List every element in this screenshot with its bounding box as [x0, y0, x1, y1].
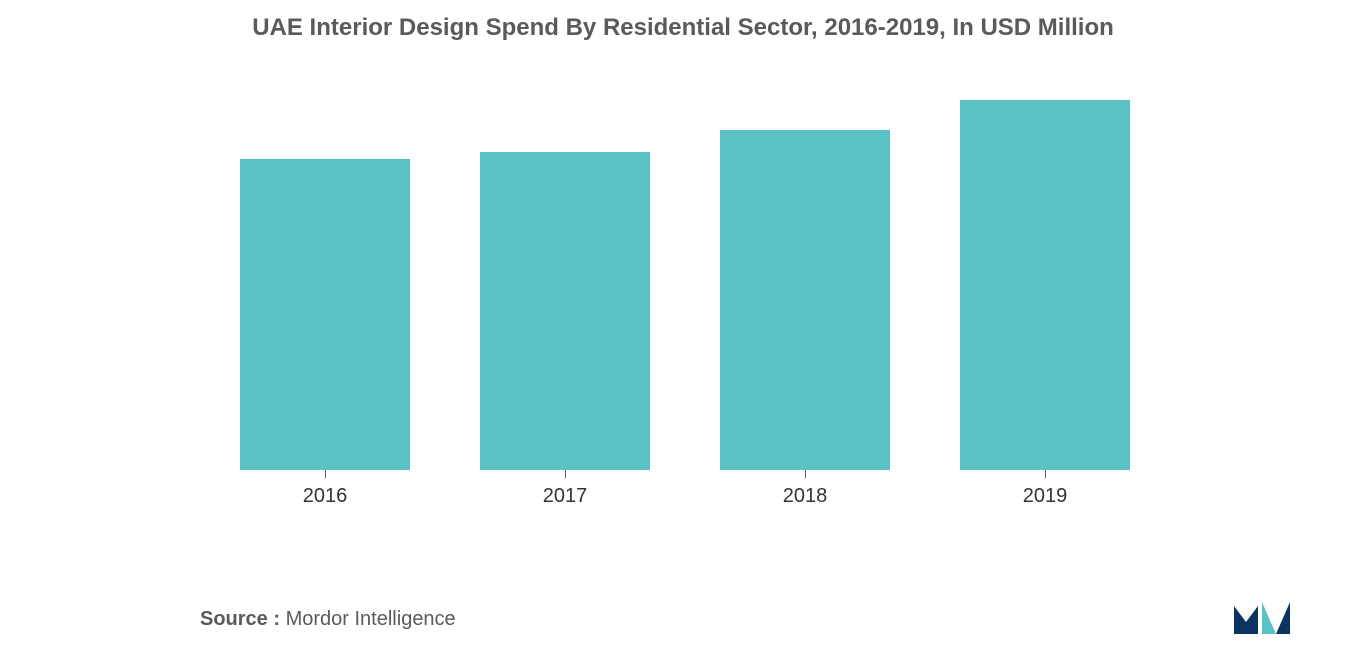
bar-2017: [480, 152, 650, 470]
x-tick: [325, 470, 326, 478]
bar-2018: [720, 130, 890, 470]
x-axis-label: 2018: [783, 485, 828, 508]
source-label: Source :: [200, 608, 280, 630]
plot-area: 2016201720182019: [200, 70, 1160, 470]
bar-2019: [960, 100, 1130, 470]
source-value: Mordor Intelligence: [286, 608, 456, 630]
bar-2016: [240, 159, 410, 470]
chart-title: UAE Interior Design Spend By Residential…: [0, 14, 1366, 42]
x-tick: [565, 470, 566, 478]
source-line: Source : Mordor Intelligence: [200, 608, 456, 631]
mordor-logo-icon: [1232, 596, 1296, 636]
x-axis-label: 2016: [303, 485, 348, 508]
x-axis-label: 2017: [543, 485, 588, 508]
chart-container: UAE Interior Design Spend By Residential…: [0, 0, 1366, 655]
x-axis-label: 2019: [1023, 485, 1068, 508]
x-tick: [1045, 470, 1046, 478]
x-tick: [805, 470, 806, 478]
